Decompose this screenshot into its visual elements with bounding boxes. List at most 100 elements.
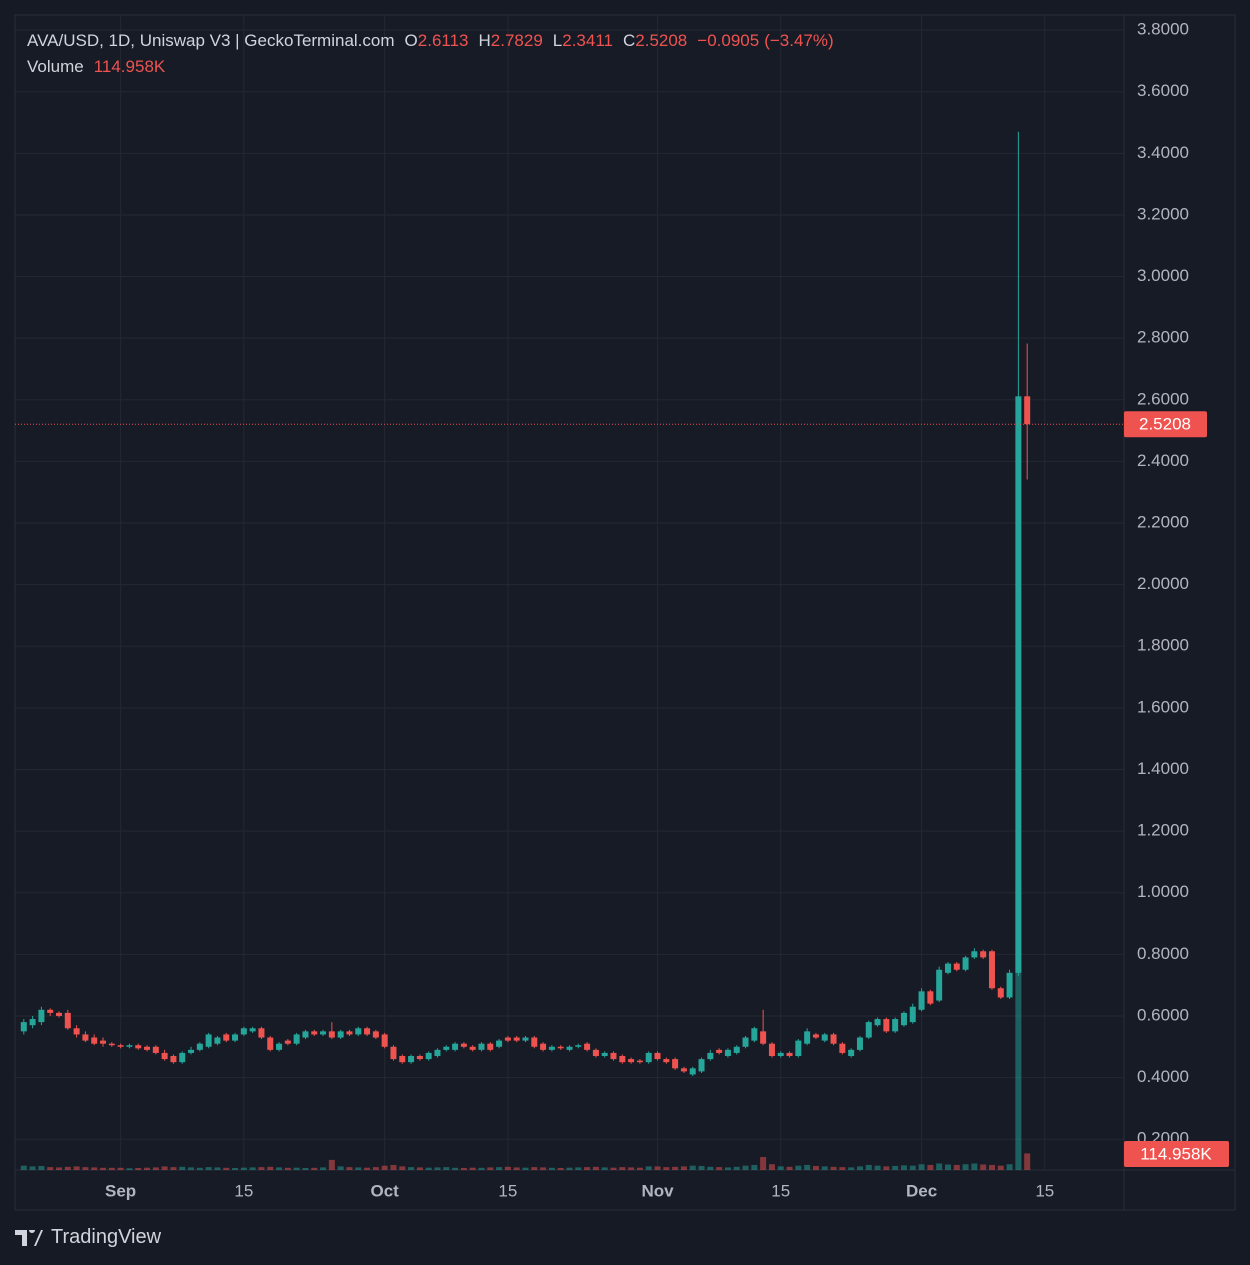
candle-body [311, 1031, 318, 1035]
candle-body [443, 1046, 450, 1050]
candle-body [240, 1028, 247, 1035]
volume-bar [636, 1167, 643, 1170]
volume-bar [416, 1167, 423, 1170]
candle-body [628, 1059, 635, 1063]
candle-body [971, 951, 978, 958]
volume-bar [390, 1164, 397, 1170]
volume-bar [830, 1166, 837, 1170]
candle-body [469, 1046, 476, 1050]
candle-body [496, 1040, 503, 1047]
volume-bar [302, 1167, 309, 1170]
candle-body [848, 1049, 855, 1057]
volume-bar [135, 1167, 142, 1170]
candle-body [672, 1059, 679, 1069]
logo-icon [15, 1229, 43, 1246]
candle-body [645, 1052, 652, 1063]
volume-bar [944, 1164, 951, 1170]
volume-bar [557, 1167, 564, 1170]
volume-tag-label: 114.958K [1140, 1144, 1212, 1163]
volume-bar [232, 1167, 239, 1170]
volume-bar [548, 1167, 555, 1170]
candle-body [117, 1045, 124, 1047]
volume-bar [575, 1167, 582, 1170]
candle-body [874, 1019, 881, 1026]
candle-body [918, 991, 925, 1010]
x-tick-label: Oct [370, 1181, 399, 1200]
candle-body [830, 1034, 837, 1044]
candle-body [584, 1043, 591, 1050]
candle-body [170, 1056, 177, 1063]
candle-body [566, 1046, 573, 1050]
candle-body [777, 1052, 784, 1057]
candle-body [522, 1037, 529, 1041]
volume-bar [73, 1166, 80, 1170]
y-tick-label: 1.4000 [1137, 759, 1189, 778]
volume-bar [117, 1167, 124, 1170]
volume-bar [38, 1165, 45, 1170]
candle-body [900, 1012, 907, 1026]
volume-bar [795, 1165, 802, 1170]
x-tick-label: Dec [906, 1181, 937, 1200]
volume-bar [258, 1167, 265, 1170]
y-tick-label: 2.2000 [1137, 513, 1189, 532]
y-tick-label: 2.4000 [1137, 451, 1189, 470]
candle-body [689, 1068, 696, 1075]
candle-body [962, 957, 969, 970]
volume-bar [408, 1167, 415, 1170]
candle-body [892, 1019, 899, 1032]
candle-body [839, 1043, 846, 1053]
candle-body [812, 1034, 819, 1038]
volume-bar [355, 1167, 362, 1170]
candle-body [249, 1028, 256, 1032]
volume-bar [434, 1167, 441, 1170]
candle-body [135, 1045, 142, 1049]
volume-bar [47, 1167, 54, 1170]
volume-bar [663, 1167, 670, 1170]
volume-bar [760, 1157, 767, 1170]
volume-bar [689, 1165, 696, 1170]
grid [15, 15, 1124, 1170]
candle-body [126, 1045, 133, 1047]
candle-body [944, 963, 951, 973]
ohlc-prefix: C [622, 31, 636, 50]
volume-bar [1006, 1164, 1013, 1170]
volume-bar [223, 1167, 230, 1170]
candle-body [276, 1043, 283, 1050]
axes: 0.20000.40000.60000.80001.00001.20001.40… [15, 20, 1229, 1200]
volume-bar [540, 1167, 547, 1170]
volume-bar [716, 1167, 723, 1170]
volume-bar [29, 1166, 36, 1170]
candle-body [284, 1040, 291, 1044]
volume-bar [425, 1167, 432, 1170]
candle-body [936, 969, 943, 1001]
y-tick-label: 3.4000 [1137, 143, 1189, 162]
volume-bar [293, 1167, 300, 1170]
candle-body [302, 1031, 309, 1038]
candle-body [100, 1040, 107, 1044]
volume-bar [469, 1167, 476, 1170]
logo[interactable]: TradingView [15, 1226, 161, 1249]
ohlc-row: AVA/USD, 1D, Uniswap V3 | GeckoTerminal.… [27, 28, 834, 54]
volume-bar [364, 1167, 371, 1170]
watermark: TradingView [51, 1226, 162, 1248]
volume-bar [504, 1166, 511, 1170]
candle-body [1006, 972, 1013, 998]
legend: AVA/USD, 1D, Uniswap V3 | GeckoTerminal.… [27, 28, 834, 80]
candle-body [144, 1046, 151, 1050]
candle-body [927, 991, 934, 1004]
volume-bar [918, 1164, 925, 1170]
candle-body [408, 1056, 415, 1063]
x-tick-label: 15 [234, 1181, 253, 1200]
candle-body [592, 1049, 599, 1057]
y-tick-label: 0.6000 [1137, 1005, 1189, 1024]
volume-bar [100, 1167, 107, 1170]
candle-body [698, 1059, 705, 1072]
candle-body [821, 1034, 828, 1041]
candle-body [768, 1043, 775, 1057]
candle-body [654, 1052, 661, 1060]
candle-body [636, 1060, 643, 1063]
change-value: −0.0905 [697, 31, 760, 50]
volume-bar [856, 1166, 863, 1170]
volume-bar [610, 1167, 617, 1170]
